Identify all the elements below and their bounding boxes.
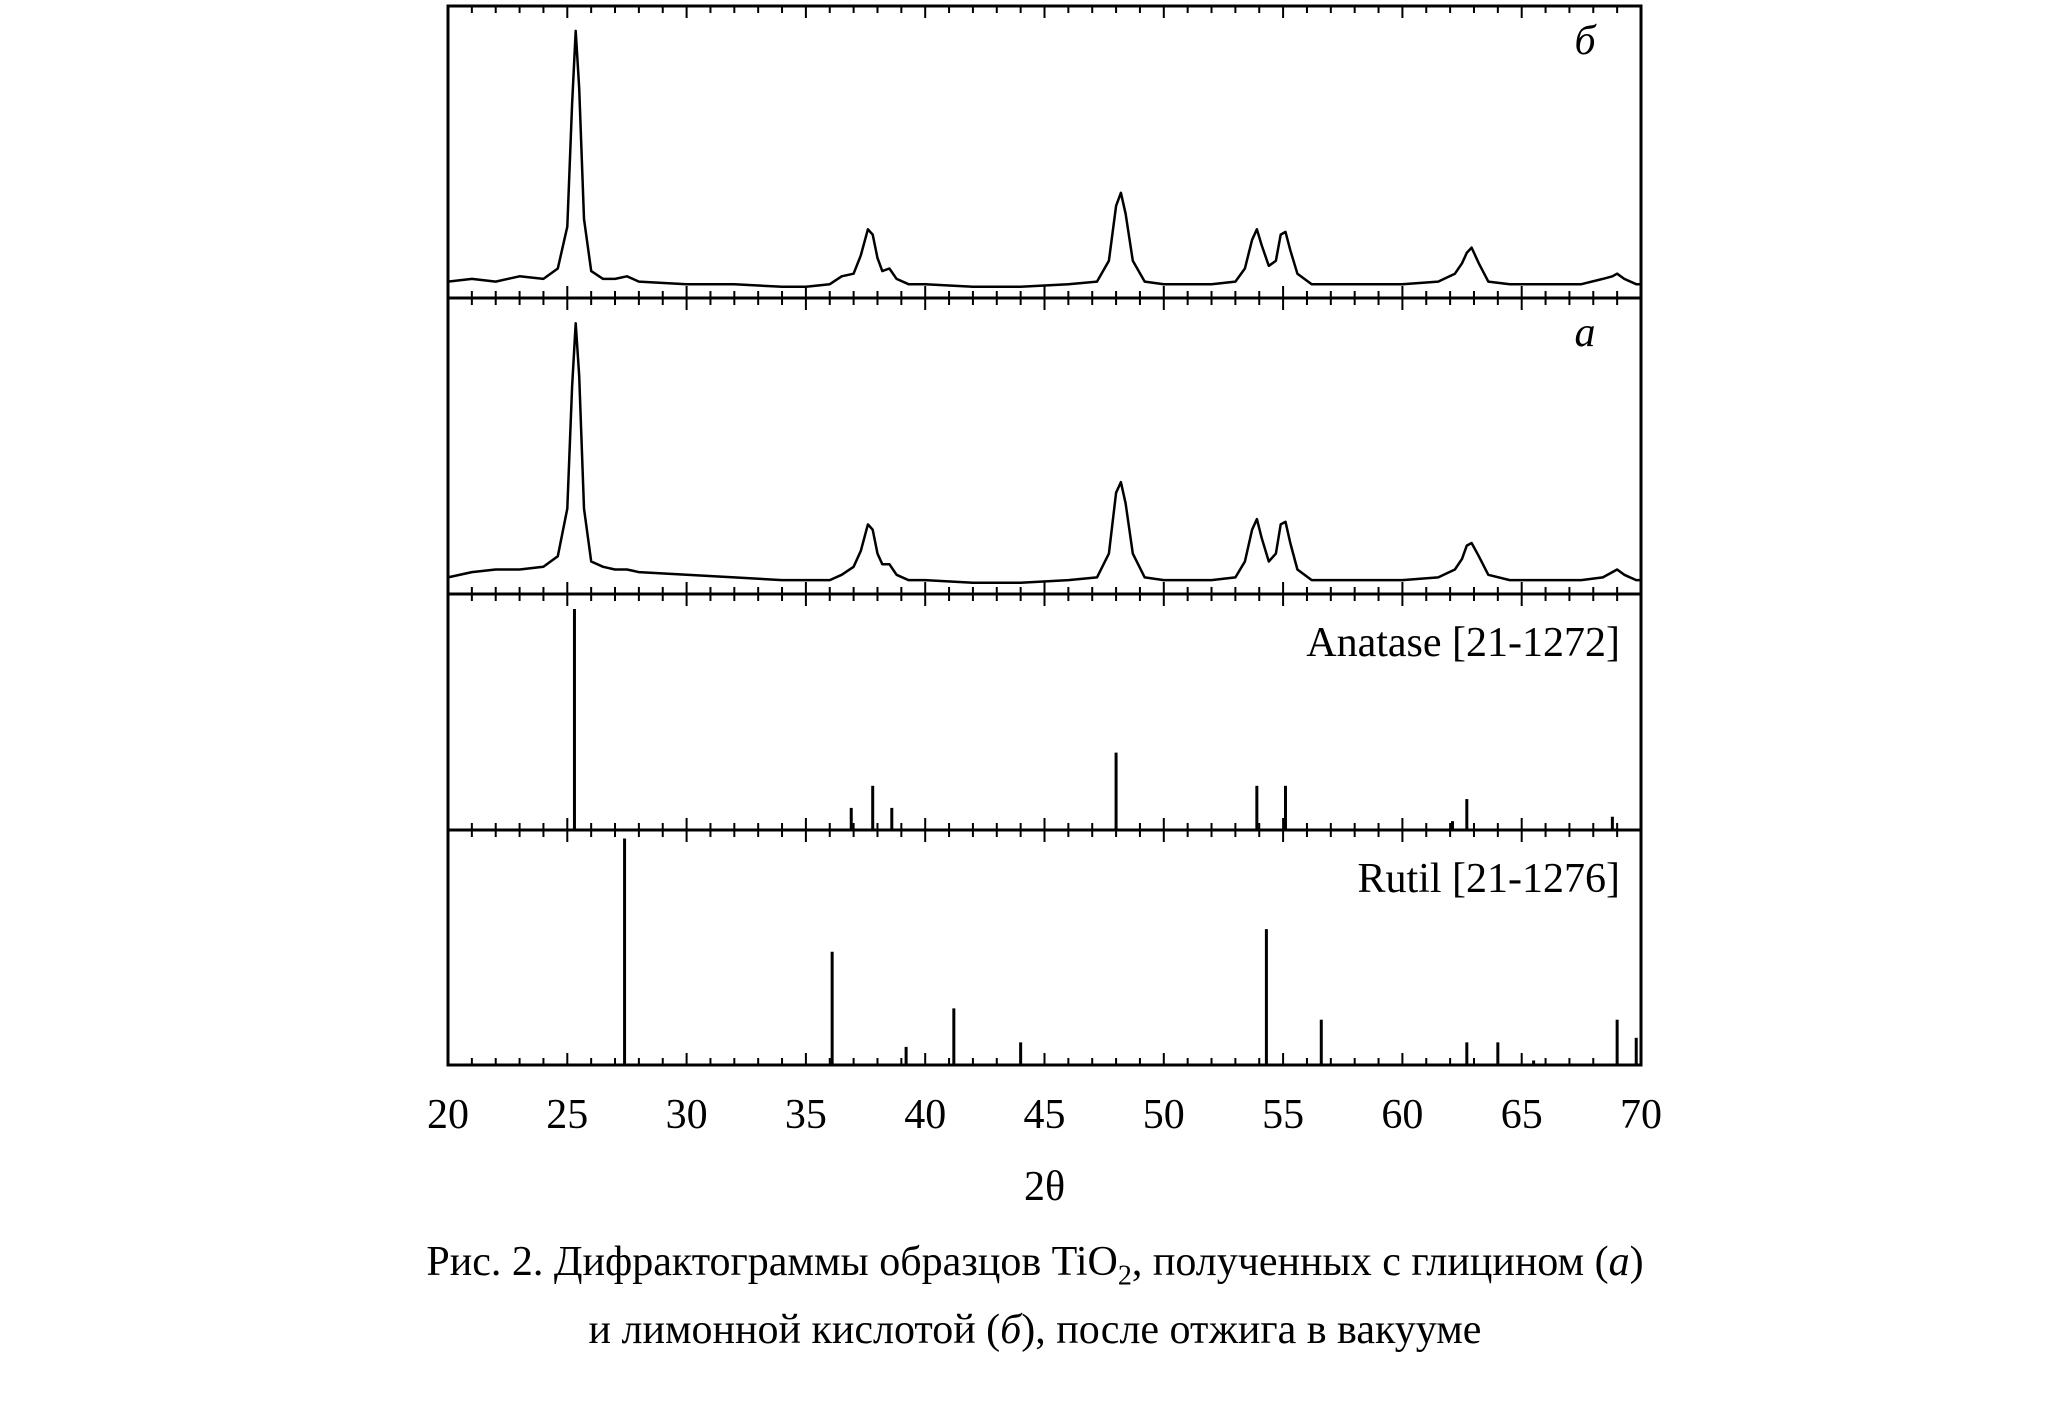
x-tick-label: 25 [546, 1092, 588, 1138]
diffraction-curve [447, 29, 1641, 289]
x-tick-label: 60 [1381, 1092, 1423, 1138]
x-tick-label: 35 [785, 1092, 827, 1138]
caption-text: ), после отжига в вакууме [1021, 1307, 1482, 1353]
x-tick-label: 70 [1620, 1092, 1662, 1138]
x-tick-label: 45 [1024, 1092, 1066, 1138]
caption-text: ) [1629, 1239, 1644, 1285]
x-tick-label: 65 [1501, 1092, 1543, 1138]
panel-label: б [1574, 18, 1597, 64]
x-axis-label: 2θ [1024, 1164, 1065, 1210]
reference-legend: Anatase [21-1272] [1306, 620, 1620, 666]
panel-label: а [1575, 310, 1596, 356]
diffraction-curve [447, 321, 1641, 584]
figure-caption-line-1: Рис. 2. Дифрактограммы образцов TiO2, по… [0, 1238, 2070, 1292]
figure-caption-line-2: и лимонной кислотой (б), после отжига в … [0, 1306, 2070, 1354]
xrd-chart: 20 25 30 35 40 45 50 55 60 65 70 2θ б а Anatase [21-12… [427, 4, 1662, 1210]
x-tick-label: 30 [666, 1092, 708, 1138]
x-tick-label: 20 [427, 1092, 469, 1138]
x-tick-label: 40 [904, 1092, 946, 1138]
x-tick-label: 50 [1143, 1092, 1185, 1138]
reference-legend: Rutil [21-1276] [1358, 856, 1620, 902]
caption-text: и лимонной кислотой ( [588, 1307, 1001, 1353]
x-tick-label: 55 [1262, 1092, 1304, 1138]
plot-frame [446, 4, 1643, 1067]
caption-text: , полученных с глицином ( [1131, 1239, 1609, 1285]
caption-italic-a: а [1608, 1239, 1630, 1285]
caption-text: Рис. 2. Дифрактограммы образцов TiO [426, 1239, 1118, 1285]
caption-subscript: 2 [1117, 1260, 1132, 1292]
caption-italic-b: б [1000, 1307, 1022, 1353]
